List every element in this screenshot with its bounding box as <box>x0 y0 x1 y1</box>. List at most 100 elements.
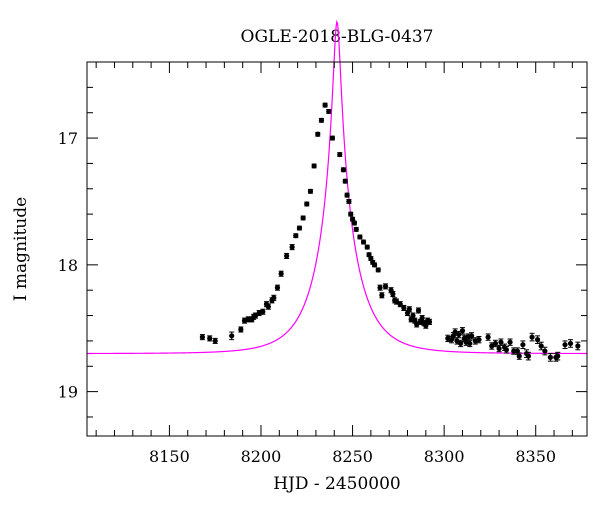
point-marker <box>410 312 416 319</box>
point-marker <box>520 342 526 348</box>
data-points-layer <box>199 102 581 362</box>
point-marker <box>346 198 352 205</box>
data-point <box>476 335 482 344</box>
point-marker <box>329 135 336 141</box>
data-point <box>525 351 531 361</box>
data-point <box>529 332 535 342</box>
point-marker <box>360 239 367 245</box>
point-marker <box>344 192 350 198</box>
data-point <box>304 201 310 207</box>
data-point <box>296 225 303 231</box>
point-marker <box>252 312 259 319</box>
data-point <box>274 284 281 291</box>
y-tick-label: 17 <box>58 129 78 148</box>
point-marker <box>353 226 359 232</box>
point-marker <box>278 271 284 277</box>
data-point <box>503 346 510 354</box>
x-axis-label: HJD - 2450000 <box>273 474 401 494</box>
point-marker <box>415 307 422 314</box>
point-marker <box>289 244 295 250</box>
data-point <box>415 307 422 314</box>
data-point <box>467 339 473 348</box>
point-marker <box>489 343 495 349</box>
point-marker <box>238 326 244 333</box>
data-point <box>489 342 495 350</box>
data-point <box>238 326 244 333</box>
point-marker <box>307 188 314 194</box>
data-point <box>289 244 295 251</box>
point-marker <box>525 353 531 359</box>
point-marker <box>529 334 535 340</box>
point-marker <box>382 283 389 289</box>
data-point <box>337 151 343 158</box>
data-point <box>452 328 458 336</box>
point-marker <box>318 117 325 123</box>
x-tick-label: 8200 <box>241 447 282 466</box>
data-point <box>357 234 363 240</box>
x-tick-labels: 8150 8200 8250 8300 8350 <box>149 447 556 466</box>
point-marker <box>300 215 306 221</box>
data-point <box>364 244 370 250</box>
data-point <box>322 102 328 108</box>
point-marker <box>379 292 385 298</box>
point-marker <box>492 340 499 347</box>
point-marker <box>542 348 548 354</box>
point-marker <box>503 347 510 353</box>
data-point <box>542 346 548 356</box>
data-point <box>318 117 325 123</box>
data-point <box>360 239 367 245</box>
data-point <box>329 135 336 141</box>
point-marker <box>260 309 266 315</box>
point-marker <box>212 338 218 344</box>
data-point <box>492 339 499 348</box>
y-tick-label: 19 <box>58 383 78 402</box>
data-point <box>575 341 581 351</box>
point-marker <box>296 225 303 231</box>
data-point <box>371 262 378 268</box>
y-tick-labels: 17 18 19 <box>58 129 78 402</box>
point-marker <box>406 306 412 312</box>
point-marker <box>575 343 581 349</box>
point-marker <box>454 338 460 344</box>
data-point <box>375 267 381 273</box>
point-marker <box>538 343 544 349</box>
point-marker <box>498 339 504 345</box>
data-point <box>472 337 478 345</box>
point-marker <box>514 348 521 354</box>
point-marker <box>562 342 568 348</box>
data-point <box>265 303 271 310</box>
data-point <box>212 337 218 344</box>
data-point <box>507 338 513 346</box>
point-marker <box>337 151 343 158</box>
point-marker <box>340 167 347 173</box>
point-marker <box>469 333 475 339</box>
point-marker <box>304 201 310 207</box>
model-curve <box>87 19 587 355</box>
point-marker <box>265 304 271 310</box>
data-point <box>377 284 383 291</box>
data-point <box>562 340 568 350</box>
point-marker <box>342 178 348 184</box>
x-tick-label: 8150 <box>149 447 190 466</box>
data-point <box>379 292 385 299</box>
point-marker <box>326 108 332 115</box>
data-point <box>351 220 357 226</box>
data-point <box>326 108 332 115</box>
data-point <box>346 198 352 205</box>
data-point <box>456 330 462 339</box>
data-point <box>516 352 522 360</box>
point-marker <box>245 316 251 322</box>
point-marker <box>496 345 502 352</box>
data-point <box>353 226 359 232</box>
data-point <box>458 339 464 348</box>
data-point <box>307 188 314 194</box>
point-marker <box>423 323 429 329</box>
data-point <box>311 163 317 169</box>
point-marker <box>351 220 357 226</box>
point-marker <box>458 340 464 347</box>
point-marker <box>511 348 517 354</box>
data-point <box>393 298 400 305</box>
point-marker <box>207 335 213 341</box>
point-marker <box>516 353 522 359</box>
data-point <box>344 192 350 198</box>
